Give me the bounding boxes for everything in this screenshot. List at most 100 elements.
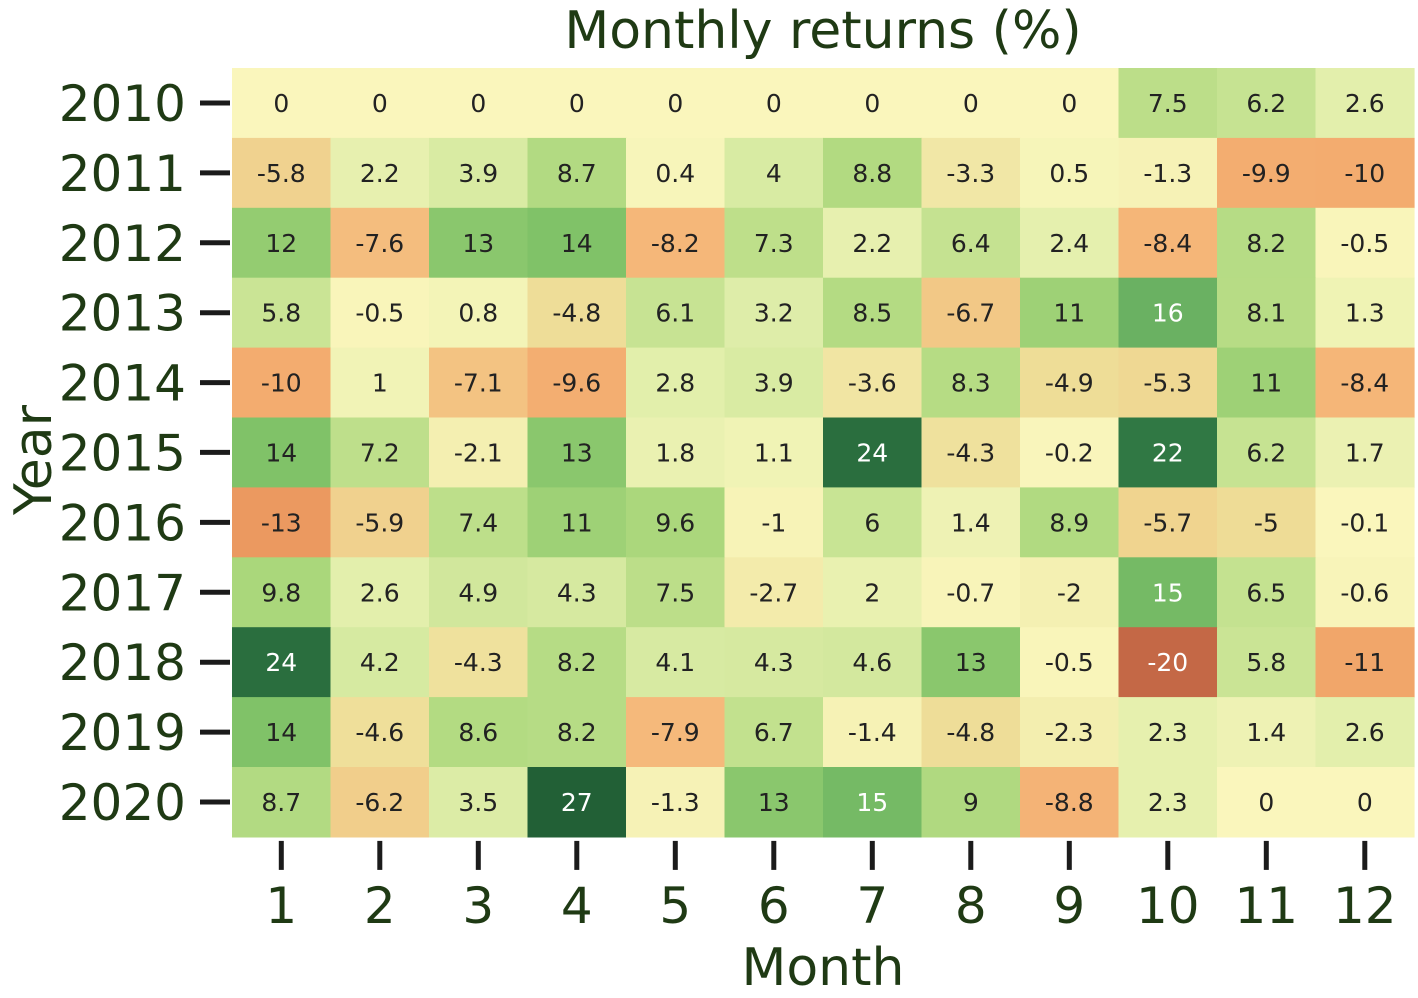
cell-value-label: 6.7 <box>754 718 794 747</box>
cell-value-label: 4.2 <box>360 648 400 677</box>
cell-value-label: -4.8 <box>552 299 601 328</box>
cell-value-label: -5 <box>1254 508 1279 537</box>
heatmap-cell <box>1020 347 1120 419</box>
cell-value-label: -0.5 <box>1340 229 1389 258</box>
heatmap-cell <box>1315 557 1415 628</box>
heatmap-cell <box>232 697 332 768</box>
y-axis-label: Year <box>4 404 64 516</box>
heatmap-cell <box>527 347 627 419</box>
heatmap-cell <box>1315 68 1415 139</box>
heatmap-cell-labels: 0 0 0 0 0 0 0 0 0 7.5 6.2 2.6 -5.8 2.2 3.9 8.7 0.4 4 8.8 -3… <box>257 89 1389 817</box>
cell-value-label: 11 <box>1250 369 1282 398</box>
heatmap-cell <box>232 417 332 488</box>
heatmap-cell <box>1315 627 1415 698</box>
heatmap-cell <box>1315 277 1415 349</box>
cell-value-label: 8.2 <box>557 648 597 677</box>
cell-value-label: 24 <box>856 438 888 467</box>
x-axis-label: Month <box>741 938 905 998</box>
heatmap-cell <box>626 627 726 698</box>
heatmap-cell <box>527 557 627 628</box>
heatmap-cell <box>1315 767 1415 838</box>
cell-value-label: 7.3 <box>754 229 794 258</box>
x-tick-label: 3 <box>462 877 494 935</box>
x-tick-label: 1 <box>265 877 297 935</box>
heatmap-cell <box>527 68 627 139</box>
cell-value-label: 2.3 <box>1148 788 1188 817</box>
x-tick-label: 8 <box>955 877 987 935</box>
x-axis-ticks: 1 2 3 4 5 6 7 8 9 10 11 12 <box>265 840 1397 935</box>
x-tick-label: 11 <box>1234 877 1298 935</box>
cell-value-label: 8.1 <box>1246 299 1286 328</box>
heatmap-cell <box>527 627 627 698</box>
heatmap-cell <box>921 347 1021 419</box>
cell-value-label: 0 <box>372 89 388 118</box>
cell-value-label: 8.7 <box>557 159 597 188</box>
cell-value-label: -7.1 <box>454 369 503 398</box>
x-tick-label: 5 <box>659 877 691 935</box>
heatmap-cell <box>823 557 923 628</box>
cell-value-label: -8.4 <box>1143 229 1192 258</box>
cell-value-label: 0.4 <box>655 159 695 188</box>
cell-value-label: -1.3 <box>1143 159 1192 188</box>
heatmap-cell <box>330 767 430 838</box>
heatmap-cell <box>429 347 529 419</box>
heatmap-cell <box>330 68 430 139</box>
cell-value-label: 4.3 <box>557 578 597 607</box>
cell-value-label: -1.4 <box>848 718 897 747</box>
cell-value-label: -7.6 <box>355 229 404 258</box>
cell-value-label: 4.9 <box>458 578 498 607</box>
cell-value-label: 8.3 <box>951 369 991 398</box>
cell-value-label: 3.5 <box>458 788 498 817</box>
heatmap-cell <box>921 697 1021 768</box>
heatmap-cell <box>823 277 923 349</box>
y-tick-label: 2011 <box>59 145 186 203</box>
cell-value-label: 14 <box>561 229 593 258</box>
cell-value-label: 4.3 <box>754 648 794 677</box>
heatmap-cell <box>921 627 1021 698</box>
heatmap-cell <box>823 697 923 768</box>
heatmap-cell <box>330 417 430 488</box>
heatmap-cell <box>724 627 824 698</box>
cell-value-label: 5.8 <box>261 299 301 328</box>
cell-value-label: 0 <box>766 89 782 118</box>
heatmap-cell <box>823 487 923 558</box>
cell-value-label: 15 <box>856 788 888 817</box>
cell-value-label: -4.8 <box>946 718 995 747</box>
heatmap-cell <box>823 627 923 698</box>
heatmap-cell <box>626 697 726 768</box>
cell-value-label: 14 <box>265 718 297 747</box>
heatmap-cell <box>823 767 923 838</box>
cell-value-label: -4.3 <box>454 648 503 677</box>
x-tick-label: 9 <box>1053 877 1085 935</box>
heatmap-cell <box>429 277 529 349</box>
x-tick-label: 12 <box>1333 877 1397 935</box>
heatmap-cell <box>626 767 726 838</box>
heatmap-cell <box>527 417 627 488</box>
cell-value-label: 24 <box>265 648 297 677</box>
y-tick-label: 2013 <box>59 285 186 343</box>
cell-value-label: 2.6 <box>1345 89 1385 118</box>
heatmap-cell <box>724 137 824 209</box>
cell-value-label: 1.8 <box>655 438 695 467</box>
cell-value-label: 0.5 <box>1049 159 1089 188</box>
y-tick-label: 2015 <box>59 424 186 482</box>
cell-value-label: 8.9 <box>1049 508 1089 537</box>
cell-value-label: -5.8 <box>257 159 306 188</box>
chart-title: Monthly returns (%) <box>564 1 1082 61</box>
heatmap-cell <box>921 68 1021 139</box>
heatmap-cell <box>823 347 923 419</box>
heatmap-cell <box>232 68 332 139</box>
y-tick-label: 2020 <box>59 774 186 832</box>
cell-value-label: 2.6 <box>1345 718 1385 747</box>
heatmap-cell <box>921 137 1021 209</box>
heatmap-cell <box>626 68 726 139</box>
x-tick-label: 6 <box>758 877 790 935</box>
cell-value-label: 2 <box>864 578 880 607</box>
heatmap-cell <box>1020 277 1120 349</box>
heatmap-cell <box>823 417 923 488</box>
cell-value-label: 4.6 <box>852 648 892 677</box>
heatmap-cell <box>330 557 430 628</box>
heatmap-cell <box>232 137 332 209</box>
heatmap-cell <box>429 487 529 558</box>
heatmap-cell <box>1217 487 1317 558</box>
